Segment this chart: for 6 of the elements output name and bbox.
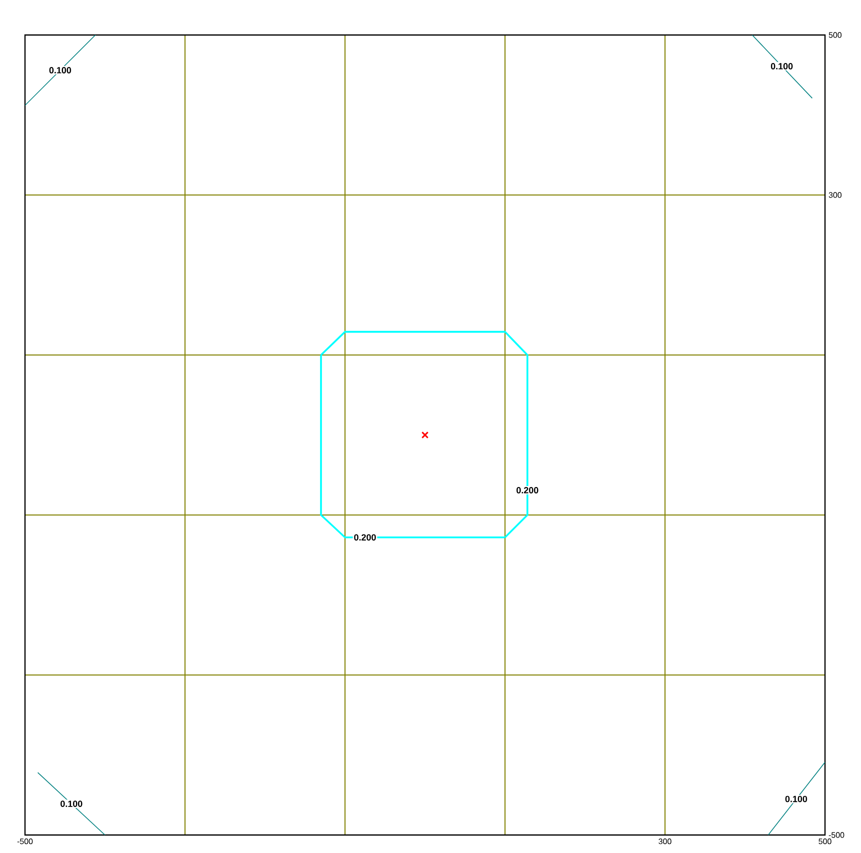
annotation: 0.100 [785, 796, 808, 802]
annotation: 0.200 [354, 534, 376, 541]
annotation: 0.100 [60, 800, 82, 807]
annotation: 0.200 [516, 487, 538, 494]
annotation: 0.100 [49, 67, 72, 74]
annotation: 0.100 [770, 63, 793, 70]
